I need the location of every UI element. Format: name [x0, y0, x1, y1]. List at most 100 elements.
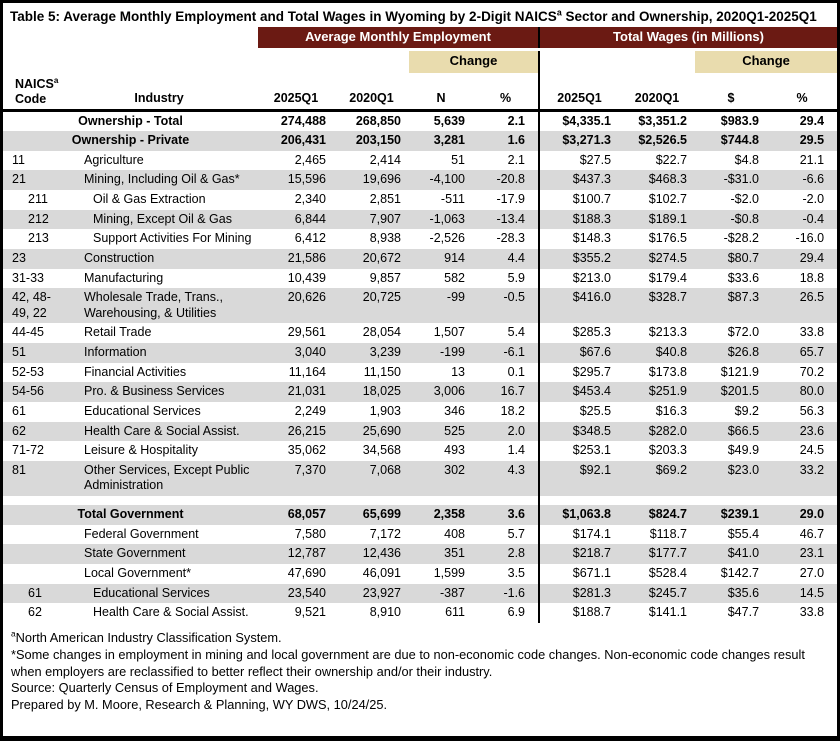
value-cell: 4.4	[473, 248, 540, 269]
value-cell: 2.0	[473, 421, 540, 442]
value-cell: 65.7	[767, 343, 837, 363]
value-cell: 26.5	[767, 288, 837, 324]
naics-code-cell	[3, 544, 60, 564]
change-row-spacer-left	[3, 49, 258, 73]
value-cell: $22.7	[655, 152, 688, 167]
value-cell: $3,351.2	[638, 113, 688, 128]
value-cell: $4.8	[734, 152, 760, 167]
naics-code-cell: 44-45	[12, 325, 44, 340]
value-cell: $453.4	[538, 382, 620, 402]
value-cell: 23.1	[767, 544, 837, 564]
value-cell: $285.3	[538, 323, 620, 343]
footnote-source: Source: Quarterly Census of Employment a…	[11, 680, 319, 696]
value-cell: 29.5	[767, 131, 837, 151]
naics-code-cell: 61	[3, 583, 60, 604]
table-row: 54-56 Pro. & Business Services 21,031 18,02…	[3, 382, 837, 402]
value-cell: 25,690	[334, 421, 409, 442]
value-cell: 70.2	[799, 364, 825, 379]
value-cell: $1,063.8	[538, 505, 620, 525]
value-cell: $177.7	[619, 544, 696, 564]
value-cell: $47.7	[727, 605, 760, 620]
value-cell: 5.7	[507, 526, 526, 541]
wage-2020q1-header: 2020Q1	[619, 72, 696, 112]
employment-group-header: Average Monthly Employment	[258, 27, 540, 52]
industry-cell: Educational Services	[60, 583, 258, 604]
value-cell: $49.9	[727, 443, 760, 458]
spacer-cell-left	[3, 496, 539, 505]
value-cell: -$31.0	[695, 170, 768, 190]
value-cell: -$2.0	[730, 192, 760, 206]
table-row: 81 Other Services, Except Public Administ…	[3, 460, 837, 496]
value-cell: 3.6	[473, 505, 540, 525]
value-cell: 2,358	[409, 505, 473, 525]
value-cell: 9,521	[294, 605, 326, 620]
value-cell: $983.9	[720, 113, 760, 128]
naics-code-header: NAICSa Code	[3, 72, 60, 112]
industry-cell: Support Activities For Mining	[93, 231, 252, 246]
value-cell: $80.7	[695, 248, 768, 269]
value-cell: 80.0	[767, 382, 837, 402]
value-cell: 11,150	[363, 364, 401, 379]
value-cell: $27.5	[538, 150, 620, 171]
value-cell: 2,414	[369, 152, 401, 167]
value-cell: $173.8	[648, 364, 688, 379]
value-cell: $201.5	[695, 382, 768, 402]
naics-code-cell: 52-53	[12, 364, 44, 379]
value-cell: -387	[409, 583, 473, 604]
value-cell: 2.1	[507, 152, 526, 167]
value-cell: -2.0	[802, 192, 825, 206]
value-cell: 11,164	[288, 364, 326, 379]
industry-cell: Financial Activities	[84, 364, 187, 379]
naics-header-line2: Code	[15, 91, 47, 106]
value-cell: 20,672	[334, 248, 409, 269]
industry-cell: Construction	[60, 248, 258, 269]
value-cell: 23,927	[334, 583, 409, 604]
change-row-spacer-emp	[258, 49, 409, 73]
value-cell: $468.3	[619, 170, 696, 190]
table-title-text-2: Sector and Ownership, 2020Q1-2025Q1	[561, 9, 817, 24]
ownership-label-cell: Ownership - Total	[78, 113, 183, 128]
value-cell: 2,465	[294, 152, 326, 167]
value-cell: 206,431	[258, 131, 334, 151]
industry-cell: Agriculture	[84, 152, 144, 167]
table-body: Ownership - Total 274,488 268,850 5,639 2.1 $…	[3, 110, 837, 623]
value-cell: $203.3	[648, 443, 688, 458]
value-cell: $348.5	[538, 421, 620, 442]
value-cell: $179.4	[648, 270, 688, 285]
industry-cell: Federal Government	[84, 526, 199, 541]
wage-2025q1-header: 2025Q1	[538, 72, 620, 112]
value-cell: $9.2	[734, 403, 760, 418]
value-cell: 65,699	[334, 505, 409, 525]
value-cell: 18.8	[799, 270, 825, 285]
value-cell: 18.2	[500, 403, 526, 418]
value-cell: $3,271.3	[538, 131, 620, 151]
value-cell: 274,488	[280, 113, 326, 128]
value-cell: 7,370	[258, 460, 334, 496]
table-row: 62 Health Care & Social Assist. 9,521 8,910…	[3, 603, 837, 623]
value-cell: $87.3	[695, 288, 768, 324]
value-cell: 20,626	[258, 288, 334, 324]
value-cell: $33.6	[727, 270, 760, 285]
value-cell: $245.7	[619, 583, 696, 604]
value-cell: -$28.2	[723, 231, 760, 246]
value-cell: $35.6	[695, 583, 768, 604]
industry-cell: Other Services, Except Public Administra…	[60, 460, 258, 496]
value-cell: 203,150	[334, 131, 409, 151]
value-cell: 27.0	[799, 565, 825, 580]
industry-cell: Information	[60, 343, 258, 363]
value-cell: -1,063	[409, 209, 473, 230]
industry-cell: State Government	[60, 544, 258, 564]
value-cell: 33.8	[799, 325, 825, 340]
value-cell: $213.0	[538, 268, 620, 289]
naics-header-sup: a	[53, 75, 59, 85]
naics-code-cell: 51	[3, 343, 60, 363]
value-cell: 46,091	[362, 565, 401, 580]
value-cell: $174.1	[538, 524, 620, 545]
value-cell: 1.4	[507, 443, 526, 458]
value-cell: $16.3	[655, 403, 688, 418]
naics-code-cell: 81	[3, 460, 60, 496]
industry-cell: Health Care & Social Assist.	[60, 421, 258, 442]
value-cell: 302	[409, 460, 473, 496]
value-cell: -4,100	[409, 170, 473, 190]
